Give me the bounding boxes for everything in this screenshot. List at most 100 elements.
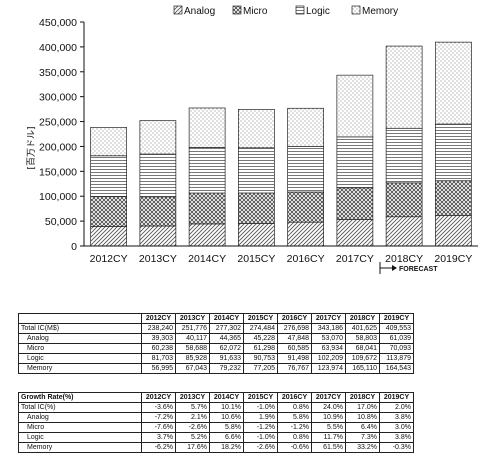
- row-label: Total IC(M$): [18, 323, 142, 334]
- x-tick-label: 2019CY: [434, 253, 472, 265]
- table-cell: 102,209: [311, 353, 346, 364]
- y-tick-label: 150,000: [39, 166, 77, 178]
- y-tick-label: 250,000: [39, 117, 77, 129]
- table-cell: 409,553: [379, 323, 414, 334]
- header-cell: 2015CY: [243, 392, 278, 403]
- table-cell: 24.0%: [311, 402, 346, 413]
- row-label: Analog: [18, 412, 142, 423]
- bar-memory-2013CY: [139, 120, 177, 155]
- forecast-label: FORECAST: [399, 266, 438, 273]
- table-cell: 7.3%: [345, 432, 380, 443]
- x-tick-label: 2017CY: [336, 253, 374, 265]
- table-cell: 40,117: [175, 333, 210, 344]
- table-cell: 0.8%: [277, 432, 312, 443]
- table-cell: 5.7%: [175, 402, 210, 413]
- header-cell: 2018CY: [345, 392, 380, 403]
- bar-micro-2012CY: [90, 196, 127, 227]
- row-label: Logic: [18, 432, 142, 443]
- legend-label-analog: Analog: [184, 6, 215, 17]
- table-cell: 56,995: [141, 363, 176, 374]
- table-cell: 10.8%: [345, 412, 380, 423]
- bar-analog-2012CY: [90, 226, 127, 247]
- header-cell: 2017CY: [311, 392, 346, 403]
- growth-rate-table: Growth Rate(%) 2012CY 2013CY 2014CY 2015CY 20…: [18, 392, 414, 453]
- table-row: Logic 3.7% 5.2% 6.6% -1.0% 0.8% 11.7% 7.3% 3.8%: [18, 432, 414, 443]
- table-cell: 17.0%: [345, 402, 380, 413]
- table-cell: 11.7%: [311, 432, 346, 443]
- table-cell: 60,585: [277, 343, 312, 354]
- table-cell: 39,303: [141, 333, 176, 344]
- bar-memory-2016CY: [287, 107, 324, 147]
- table-cell: 18.2%: [209, 442, 244, 453]
- header-cell: 2016CY: [277, 392, 312, 403]
- table-cell: 113,879: [379, 353, 414, 364]
- y-tick-label: 200,000: [39, 141, 77, 153]
- forecast-marker: FORECAST: [379, 262, 438, 274]
- row-label: Analog: [18, 333, 142, 344]
- header-cell: 2013CY: [175, 392, 210, 403]
- header-cell: 2014CY: [209, 392, 244, 403]
- bar-analog-2015CY: [238, 223, 275, 247]
- table-cell: 6.6%: [209, 432, 244, 443]
- table-cell: 10.1%: [209, 402, 244, 413]
- table-cell: 5.5%: [311, 422, 346, 433]
- table-cell: 3.8%: [379, 432, 414, 443]
- header-cell: 2012CY: [141, 313, 176, 324]
- chart-legend: Analog Micro Logic Memory: [173, 5, 398, 17]
- table-cell: -0.3%: [379, 442, 414, 453]
- stacked-bar-chart: Analog Micro Logic Memory 0 50,000 100,000 150…: [26, 5, 478, 274]
- table-cell: 274,484: [243, 323, 278, 334]
- values-table: 2012CY 2013CY 2014CY 2015CY 2016CY 2017CY 2018…: [18, 313, 414, 374]
- table-cell: 5.2%: [175, 432, 210, 443]
- table-header-row: Growth Rate(%) 2012CY 2013CY 2014CY 2015CY 20…: [18, 392, 414, 403]
- y-tick-label: 450,000: [39, 17, 77, 29]
- table-cell: 401,625: [345, 323, 380, 334]
- bar-analog-2016CY: [287, 221, 324, 247]
- table-cell: 0.8%: [277, 402, 312, 413]
- bar-logic-2013CY: [139, 153, 177, 198]
- table-cell: 62,072: [209, 343, 244, 354]
- table-cell: -3.6%: [141, 402, 176, 413]
- x-tick-label: 2012CY: [90, 253, 128, 265]
- table-cell: 61,298: [243, 343, 278, 354]
- table-row: Total IC(M$) 238,240 251,776 277,302 274,484…: [18, 323, 414, 334]
- table-cell: 79,232: [209, 363, 244, 374]
- table-cell: 3.8%: [379, 412, 414, 423]
- table-cell: 343,186: [311, 323, 346, 334]
- table-cell: 10.9%: [311, 412, 346, 423]
- table-cell: 45,228: [243, 333, 278, 344]
- header-cell: 2014CY: [209, 313, 244, 324]
- bar-logic-2015CY: [238, 147, 275, 194]
- table-cell: -1.2%: [243, 422, 278, 433]
- y-axis: 0 50,000 100,000 150,000 200,000 250,000 300,0…: [39, 17, 85, 253]
- table-cell: 91,498: [277, 353, 312, 364]
- y-tick-label: 300,000: [39, 92, 77, 104]
- table-cell: -1.2%: [277, 422, 312, 433]
- table-cell: -0.6%: [277, 442, 312, 453]
- table-cell: 3.0%: [379, 422, 414, 433]
- table-cell: 10.6%: [209, 412, 244, 423]
- row-label: Micro: [18, 422, 142, 433]
- table-cell: 47,848: [277, 333, 312, 344]
- table-row: Logic 81,703 85,928 91,633 90,753 91,498 102,2…: [18, 353, 414, 364]
- header-cell: 2017CY: [311, 313, 346, 324]
- table-cell: 2.0%: [379, 402, 414, 413]
- bar-memory-2012CY: [90, 127, 127, 157]
- table-cell: 58,803: [345, 333, 380, 344]
- table-cell: 251,776: [175, 323, 210, 334]
- table-cell: 164,543: [379, 363, 414, 374]
- bar-analog-2019CY: [435, 215, 472, 247]
- legend-label-memory: Memory: [362, 6, 398, 17]
- bar-analog-2014CY: [188, 223, 226, 247]
- bar-micro-2014CY: [188, 192, 226, 225]
- table-cell: 5.8%: [277, 412, 312, 423]
- table-cell: 61,039: [379, 333, 414, 344]
- table-cell: 77,205: [243, 363, 278, 374]
- x-tick-label: 2013CY: [139, 253, 177, 265]
- header-cell: Growth Rate(%): [18, 392, 142, 403]
- table-row: Analog -7.2% 2.1% 10.6% 1.9% 5.8% 10.9% 10.8% 3.…: [18, 412, 414, 423]
- bar-logic-2018CY: [385, 127, 423, 184]
- y-tick-label: 350,000: [39, 67, 77, 79]
- row-label: Total IC(%): [18, 402, 142, 413]
- bar-micro-2015CY: [238, 192, 275, 224]
